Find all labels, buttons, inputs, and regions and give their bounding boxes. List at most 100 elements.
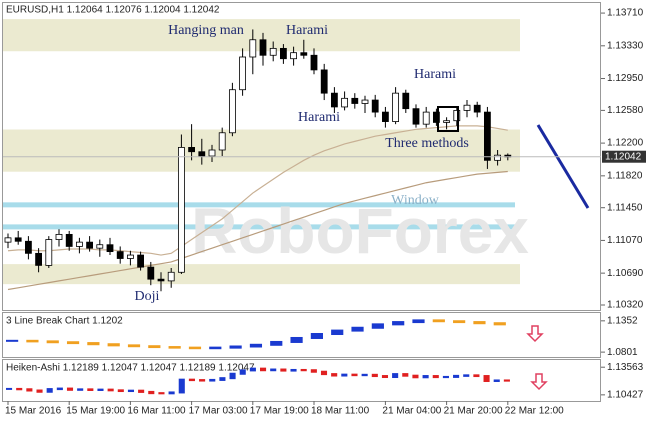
panel-mark: [77, 388, 84, 391]
panel-mark: [158, 392, 165, 395]
panel-mark: [6, 387, 13, 390]
panel-mark: [229, 372, 236, 380]
candle-body: [147, 266, 155, 280]
panel-mark: [310, 369, 317, 373]
candle-body: [177, 147, 185, 273]
candle-body: [86, 241, 93, 249]
annotation: Harami: [414, 67, 456, 82]
panel-mark: [188, 346, 202, 350]
panel-mark: [280, 368, 287, 372]
panel-mark: [188, 378, 195, 382]
candle-body: [198, 151, 206, 157]
panel-mark: [331, 373, 338, 377]
panel-mark: [503, 379, 510, 382]
panel-mark: [148, 345, 161, 349]
candle-body: [45, 239, 53, 266]
candle-body: [361, 99, 369, 104]
x-tick-label: 15 Mar 2016: [5, 406, 62, 417]
candle-body: [55, 233, 63, 240]
panel-mark: [26, 339, 39, 343]
candle-body: [483, 111, 491, 161]
panel-mark: [209, 378, 216, 382]
candle-body: [412, 108, 420, 125]
panel-mark: [371, 373, 378, 378]
panel-mark: [168, 346, 181, 349]
current-price-box: [602, 150, 646, 163]
panel-mark: [148, 390, 155, 395]
panel-mark: [473, 321, 486, 325]
candle-body: [310, 54, 318, 71]
chart-title: EURUSD,H1 1.12064 1.12076 1.12004 1.1204…: [6, 5, 220, 16]
candle-body: [218, 132, 226, 151]
panel-mark: [66, 341, 80, 345]
candle-body: [239, 56, 247, 91]
candle-body: [453, 109, 461, 122]
annotation: Harami: [298, 110, 340, 125]
annotation: Hanging man: [168, 23, 244, 38]
candle-body: [259, 39, 267, 56]
x-tick-label: 17 Mar 03:00: [189, 406, 248, 417]
x-tick-label: 21 Mar 04:00: [382, 406, 441, 417]
frames: [2, 2, 601, 402]
panel-mark: [290, 368, 297, 372]
panel-title: 3 Line Break Chart 1.1202: [6, 316, 123, 327]
panel-mark: [107, 388, 114, 392]
candle-body: [392, 92, 400, 122]
candle-body: [35, 252, 42, 266]
candle-body: [402, 92, 410, 110]
x-tick-label: 18 Mar 11:00: [311, 406, 370, 417]
panel-mark: [351, 373, 358, 377]
panel-mark: [270, 340, 283, 346]
trend-arrow: [536, 124, 590, 209]
panel-mark: [46, 388, 53, 393]
level: [3, 224, 515, 230]
panel-mark: [290, 336, 303, 343]
panel-mark: [412, 374, 419, 379]
candle-body: [208, 149, 216, 157]
y-tick-label: 1.12200: [607, 138, 644, 149]
candle-body: [76, 241, 83, 247]
panel-mark: [351, 326, 364, 332]
panel-mark: [229, 345, 242, 349]
panel-mark: [341, 373, 348, 377]
y-tick-label: 1.10320: [607, 300, 644, 311]
panel-mark: [300, 368, 307, 372]
moving-average: [7, 125, 508, 256]
annotation: Three methods: [385, 136, 469, 151]
panel-mark: [463, 374, 470, 377]
candle-body: [463, 104, 471, 111]
candle-body: [65, 233, 73, 247]
candle-body: [371, 99, 379, 113]
panel-mark: [209, 346, 222, 350]
y-tick-label: 1.11820: [607, 170, 643, 181]
annotation: Harami: [286, 23, 328, 38]
panel-mark: [138, 389, 145, 393]
panel-mark: [199, 379, 206, 382]
panel-mark: [26, 388, 33, 392]
y-tick-label: 1.13710: [607, 8, 644, 19]
panel-mark: [168, 391, 175, 395]
candle-body: [4, 237, 12, 243]
candle-body: [330, 92, 338, 108]
panel-mark: [117, 389, 124, 393]
panel-mark: [178, 378, 185, 394]
y-tick-label: 1.11070: [607, 235, 643, 246]
candle-body: [249, 39, 257, 58]
candle-body: [188, 147, 196, 153]
panel-mark: [493, 379, 500, 382]
level: [3, 202, 515, 208]
panel-mark: [6, 339, 19, 342]
y-tick-label: 1.1352: [607, 315, 638, 326]
y-tick-label: 1.12950: [607, 73, 644, 84]
panel-mark: [260, 367, 267, 372]
panel-mark: [412, 319, 425, 324]
y-tick-label: 1.10427: [607, 389, 644, 400]
candle-body: [320, 69, 328, 94]
candle-body: [381, 111, 389, 122]
panel-mark: [371, 323, 384, 329]
panel-mark: [310, 333, 323, 339]
annotation: Window: [391, 193, 440, 208]
candle-body: [228, 89, 236, 134]
moving-average: [7, 170, 508, 291]
panel-mark: [422, 375, 429, 379]
